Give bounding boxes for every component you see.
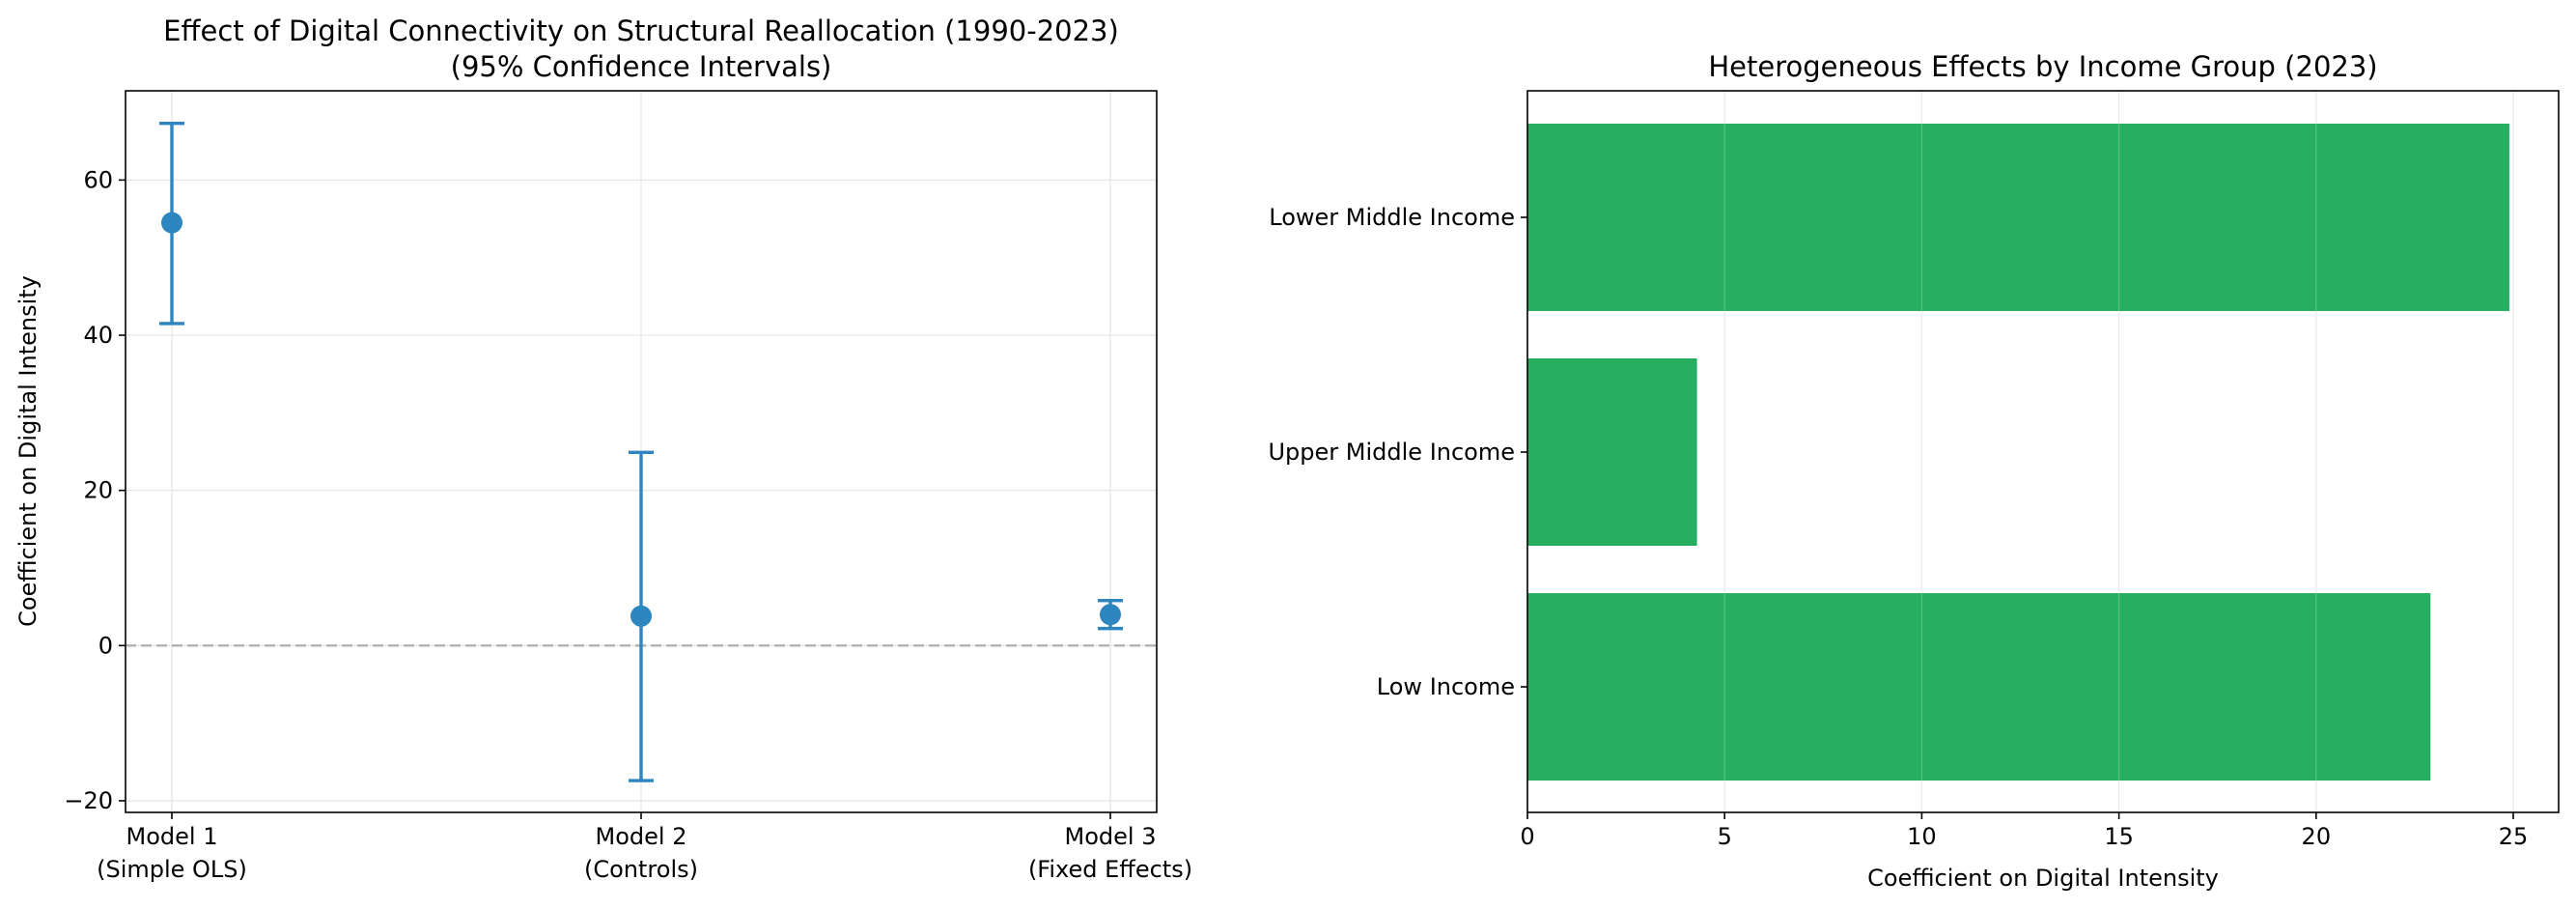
right-x-tick-label: 25 bbox=[2499, 823, 2529, 850]
right-y-ticks: Low Income Upper Middle Income Lower Middl… bbox=[1268, 204, 1527, 700]
left-x-ticks: Model 1 (Simple OLS) Model 2 (Controls) Mode… bbox=[97, 812, 1192, 883]
estimate-marker bbox=[630, 605, 652, 627]
left-y-axis-label: Coefficient on Digital Intensity bbox=[14, 275, 42, 627]
left-x-tick-sublabel: (Fixed Effects) bbox=[1028, 856, 1192, 883]
left-chart-subtitle: (95% Confidence Intervals) bbox=[451, 50, 832, 83]
left-y-tick-label: 20 bbox=[83, 477, 113, 504]
right-x-tick-label: 5 bbox=[1718, 823, 1732, 850]
left-x-tick-label: Model 3 bbox=[1065, 823, 1157, 850]
right-x-tick-label: 0 bbox=[1520, 823, 1534, 850]
right-x-axis-label: Coefficient on Digital Intensity bbox=[1867, 865, 2219, 892]
income-bar bbox=[1527, 593, 2431, 781]
income-group-bar-chart: Heterogeneous Effects by Income Group (2… bbox=[1268, 50, 2560, 892]
left-y-ticks: −20 0 20 40 60 bbox=[64, 166, 126, 814]
left-x-tick-sublabel: (Simple OLS) bbox=[97, 856, 247, 883]
left-y-tick-label: 60 bbox=[83, 166, 113, 193]
income-bar bbox=[1527, 124, 2509, 311]
left-y-tick-label: −20 bbox=[64, 787, 113, 814]
coefficient-point-1 bbox=[159, 122, 184, 326]
left-y-tick-label: 0 bbox=[98, 632, 113, 659]
left-chart-title: Effect of Digital Connectivity on Struct… bbox=[163, 14, 1119, 47]
right-chart-title: Heterogeneous Effects by Income Group (2… bbox=[1708, 50, 2377, 83]
right-x-ticks: 0 5 10 15 20 25 bbox=[1520, 812, 2528, 850]
right-y-tick-label: Lower Middle Income bbox=[1269, 204, 1515, 231]
coefficient-point-2 bbox=[629, 450, 654, 782]
right-y-tick-label: Low Income bbox=[1377, 673, 1515, 700]
left-x-tick-label: Model 1 bbox=[126, 823, 218, 850]
right-x-tick-label: 20 bbox=[2302, 823, 2332, 850]
coefficient-plot: Effect of Digital Connectivity on Struct… bbox=[14, 14, 1192, 883]
left-x-tick-label: Model 2 bbox=[596, 823, 687, 850]
left-x-tick-sublabel: (Controls) bbox=[584, 856, 698, 883]
income-bar bbox=[1527, 358, 1697, 546]
right-x-tick-label: 15 bbox=[2104, 823, 2134, 850]
income-bars bbox=[1526, 91, 2514, 812]
estimate-marker bbox=[161, 212, 182, 234]
coefficient-point-3 bbox=[1098, 599, 1123, 631]
right-x-tick-label: 10 bbox=[1907, 823, 1937, 850]
estimate-marker bbox=[1100, 604, 1121, 626]
right-y-tick-label: Upper Middle Income bbox=[1268, 439, 1515, 466]
left-y-tick-label: 40 bbox=[83, 322, 113, 349]
coefficient-marks bbox=[159, 122, 1123, 782]
